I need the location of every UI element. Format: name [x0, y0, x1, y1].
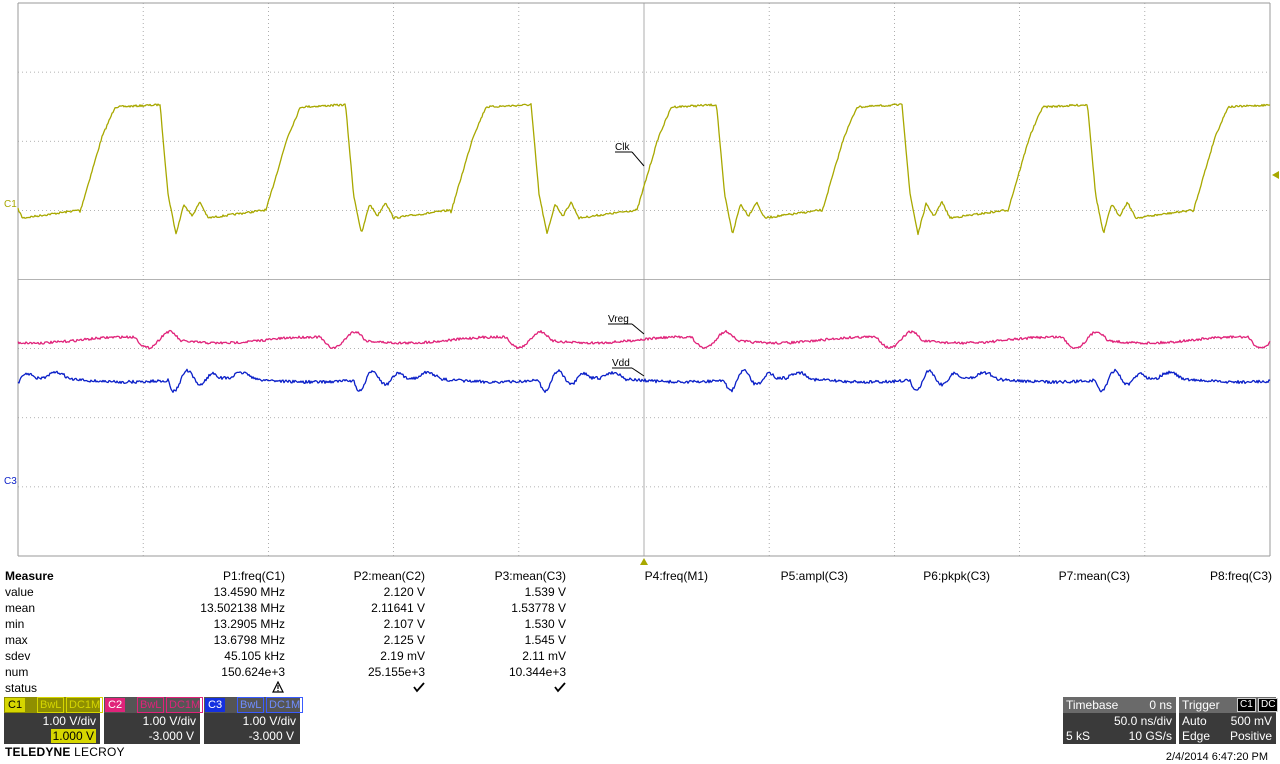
trigger-mode: Auto	[1182, 714, 1207, 728]
param-name-p8[interactable]: P8:freq(C3)	[1209, 569, 1272, 583]
waveform-traces	[17, 103, 1271, 393]
p2-value: 2.120 V	[383, 585, 425, 599]
channel-tag: C1	[5, 698, 26, 712]
brand-logo: TELEDYNE LECROY	[5, 745, 125, 759]
param-name-p4[interactable]: P4:freq(M1)	[644, 569, 708, 583]
p3-mean: 1.53778 V	[511, 601, 566, 615]
c1-ground-marker: C1	[4, 199, 17, 210]
check-icon	[413, 682, 425, 693]
trigger-coupling-badge: DC	[1258, 698, 1279, 712]
bandwidth-limit-badge: BwL	[37, 697, 65, 713]
volts-per-div: 1.00 V/div	[142, 714, 196, 728]
param-name-p2[interactable]: P2:mean(C2)	[353, 569, 425, 583]
offset-value: -3.000 V	[148, 729, 194, 743]
graticule	[17, 2, 1271, 557]
row-label: num	[5, 665, 29, 679]
row-label: max	[5, 633, 28, 647]
row-label: sdev	[5, 649, 31, 663]
trigger-position-marker	[640, 558, 648, 565]
sample-rate: 10 GS/s	[1128, 729, 1172, 743]
p2-mean: 2.11641 V	[371, 601, 425, 615]
bandwidth-limit-badge: BwL	[237, 697, 265, 713]
channel-tag: C2	[105, 698, 126, 712]
channel-tag: C3	[205, 698, 226, 712]
param-name-p5[interactable]: P5:ampl(C3)	[780, 569, 848, 583]
trigger-source-badge: C1	[1237, 698, 1256, 712]
row-label: min	[5, 617, 25, 631]
p2-num: 25.155e+3	[367, 665, 425, 679]
p1-value: 13.4590 MHz	[213, 585, 285, 599]
param-name-p6[interactable]: P6:pkpk(C3)	[923, 569, 990, 583]
coupling-badge: DC1M	[266, 697, 304, 713]
param-name-p3[interactable]: P3:mean(C3)	[494, 569, 566, 583]
c1-clk-trace	[17, 103, 1271, 236]
trigger-label: Trigger	[1182, 698, 1220, 712]
timebase-label: Timebase	[1066, 698, 1119, 712]
vdd-label: Vdd	[612, 358, 630, 369]
trigger-level-marker	[1272, 171, 1279, 179]
waveform-display[interactable]: Clk Vreg Vdd C1 C3	[0, 0, 1280, 566]
p1-min: 13.2905 MHz	[213, 617, 285, 631]
c3-vdd-trace	[17, 368, 1271, 393]
p3-num: 10.344e+3	[508, 665, 566, 679]
warning-icon	[272, 681, 284, 693]
p1-num: 150.624e+3	[221, 665, 285, 679]
vreg-label: Vreg	[608, 314, 629, 325]
timestamp: 2/4/2014 6:47:20 PM	[1165, 751, 1268, 763]
p3-min: 1.530 V	[524, 617, 566, 631]
trigger-type: Edge	[1182, 729, 1211, 743]
check-icon	[554, 682, 566, 693]
p1-mean: 13.502138 MHz	[200, 601, 285, 615]
volts-per-div: 1.00 V/div	[242, 714, 296, 728]
timebase-delay: 0 ns	[1149, 698, 1172, 712]
p3-sdev: 2.11 mV	[522, 649, 566, 663]
measure-table: Measure value mean min max sdev num stat…	[0, 566, 1280, 696]
row-label: status	[5, 681, 38, 695]
row-label: mean	[5, 601, 36, 615]
p2-max: 2.125 V	[383, 633, 425, 647]
trigger-level: 500 mV	[1230, 714, 1272, 728]
clk-label: Clk	[615, 142, 630, 153]
sample-count: 5 kS	[1066, 729, 1091, 743]
param-name-p1[interactable]: P1:freq(C1)	[222, 569, 285, 583]
p2-min: 2.107 V	[383, 617, 425, 631]
p1-sdev: 45.105 kHz	[224, 649, 285, 663]
param-name-p7[interactable]: P7:mean(C3)	[1058, 569, 1130, 583]
row-label: value	[5, 585, 34, 599]
p3-max: 1.545 V	[524, 633, 566, 647]
trace-markers: Clk Vreg Vdd C1 C3	[4, 142, 1279, 565]
c2-vreg-trace	[17, 329, 1271, 350]
measure-title: Measure	[5, 569, 54, 583]
coupling-badge: DC1M	[166, 697, 204, 713]
timebase-panel[interactable]: Timebase 0 ns 50.0 ns/div 5 kS 10 GS/s	[1063, 697, 1176, 744]
trigger-panel[interactable]: Trigger C1 DC Auto 500 mV Edge Positive	[1179, 697, 1279, 744]
p1-max: 13.6798 MHz	[213, 633, 285, 647]
coupling-badge: DC1M	[66, 697, 104, 713]
c3-ground-marker: C3	[4, 476, 17, 487]
volts-per-div: 1.00 V/div	[42, 714, 96, 728]
trigger-slope: Positive	[1229, 729, 1272, 743]
channel-c3-descriptor[interactable]: C3 BwL DC1M 1.00 V/div -3.000 V	[204, 697, 304, 744]
channel-c1-descriptor[interactable]: C1 BwL DC1M 1.00 V/div 1.000 V	[4, 697, 104, 744]
time-per-div: 50.0 ns/div	[1113, 714, 1172, 728]
offset-value: 1.000 V	[50, 729, 96, 743]
p2-sdev: 2.19 mV	[380, 649, 425, 663]
offset-value: -3.000 V	[248, 729, 294, 743]
p3-value: 1.539 V	[524, 585, 566, 599]
channel-c2-descriptor[interactable]: C2 BwL DC1M 1.00 V/div -3.000 V	[104, 697, 204, 744]
bandwidth-limit-badge: BwL	[137, 697, 165, 713]
